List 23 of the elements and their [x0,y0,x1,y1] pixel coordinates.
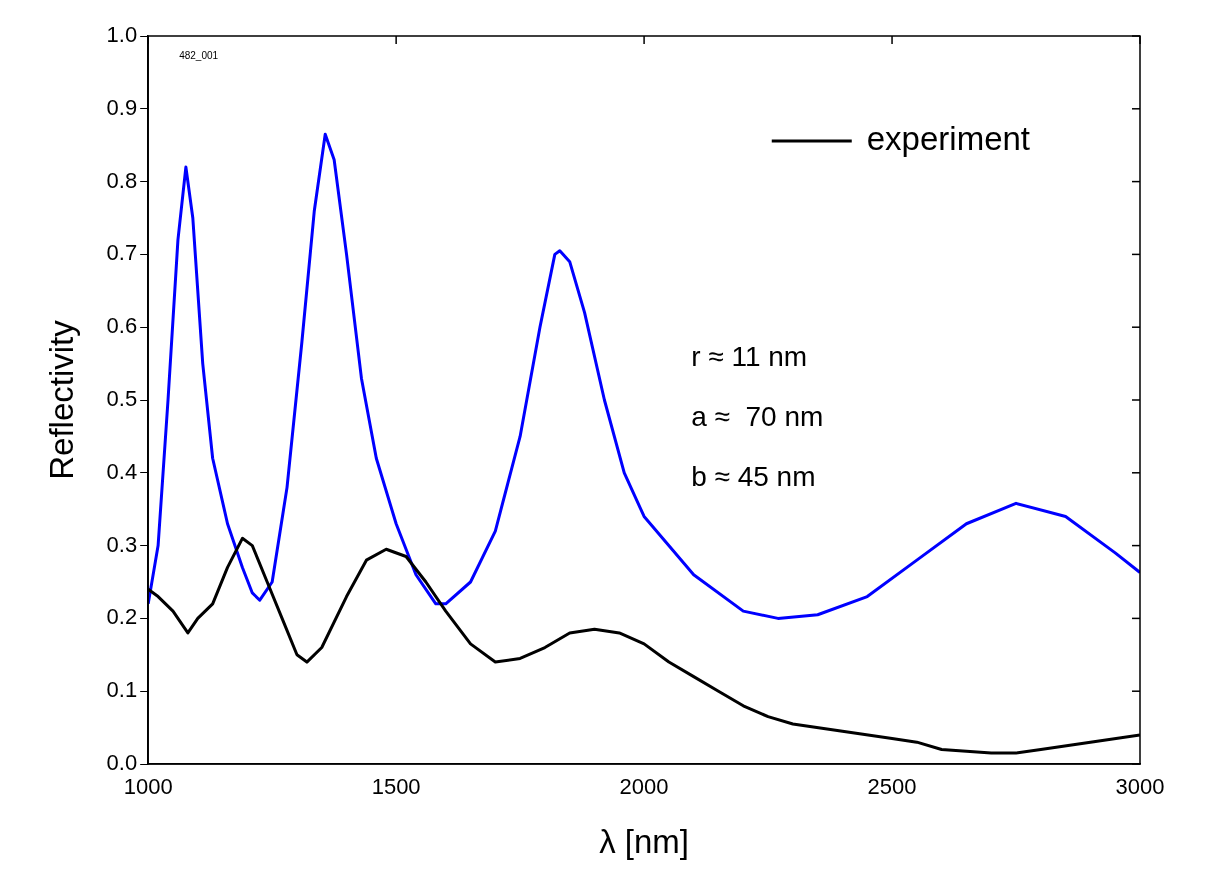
y-tick-label: 0.2 [106,604,138,630]
y-tick-label: 0.7 [106,240,138,266]
annotation: r ≈ 11 nm [691,340,808,372]
x-tick-label: 2500 [867,774,917,800]
y-tick-label: 0.3 [106,531,138,557]
y-tick-label: 0.9 [106,94,138,120]
x-tick-label: 1500 [371,774,421,800]
y-tick-label: 0.1 [106,677,138,703]
x-tick-label: 2000 [619,774,669,800]
y-tick-label: 0.6 [106,313,138,339]
y-tick-label: 0.0 [106,750,138,776]
x-tick-label: 1000 [123,774,173,800]
x-tick-label: 3000 [1115,774,1165,800]
y-tick-label: 1.0 [106,22,138,48]
annotation: 482_001 [179,49,219,61]
y-tick-label: 0.5 [106,386,138,412]
annotation: b ≈ 45 nm [691,460,816,492]
annotation: a ≈ 70 nm [691,400,824,432]
y-axis-title: Reflectivity [42,319,80,480]
legend-label: experiment [866,120,1031,158]
x-axis-title: λ [nm] [599,823,690,861]
y-tick-label: 0.4 [106,458,138,484]
y-tick-label: 0.8 [106,167,138,193]
